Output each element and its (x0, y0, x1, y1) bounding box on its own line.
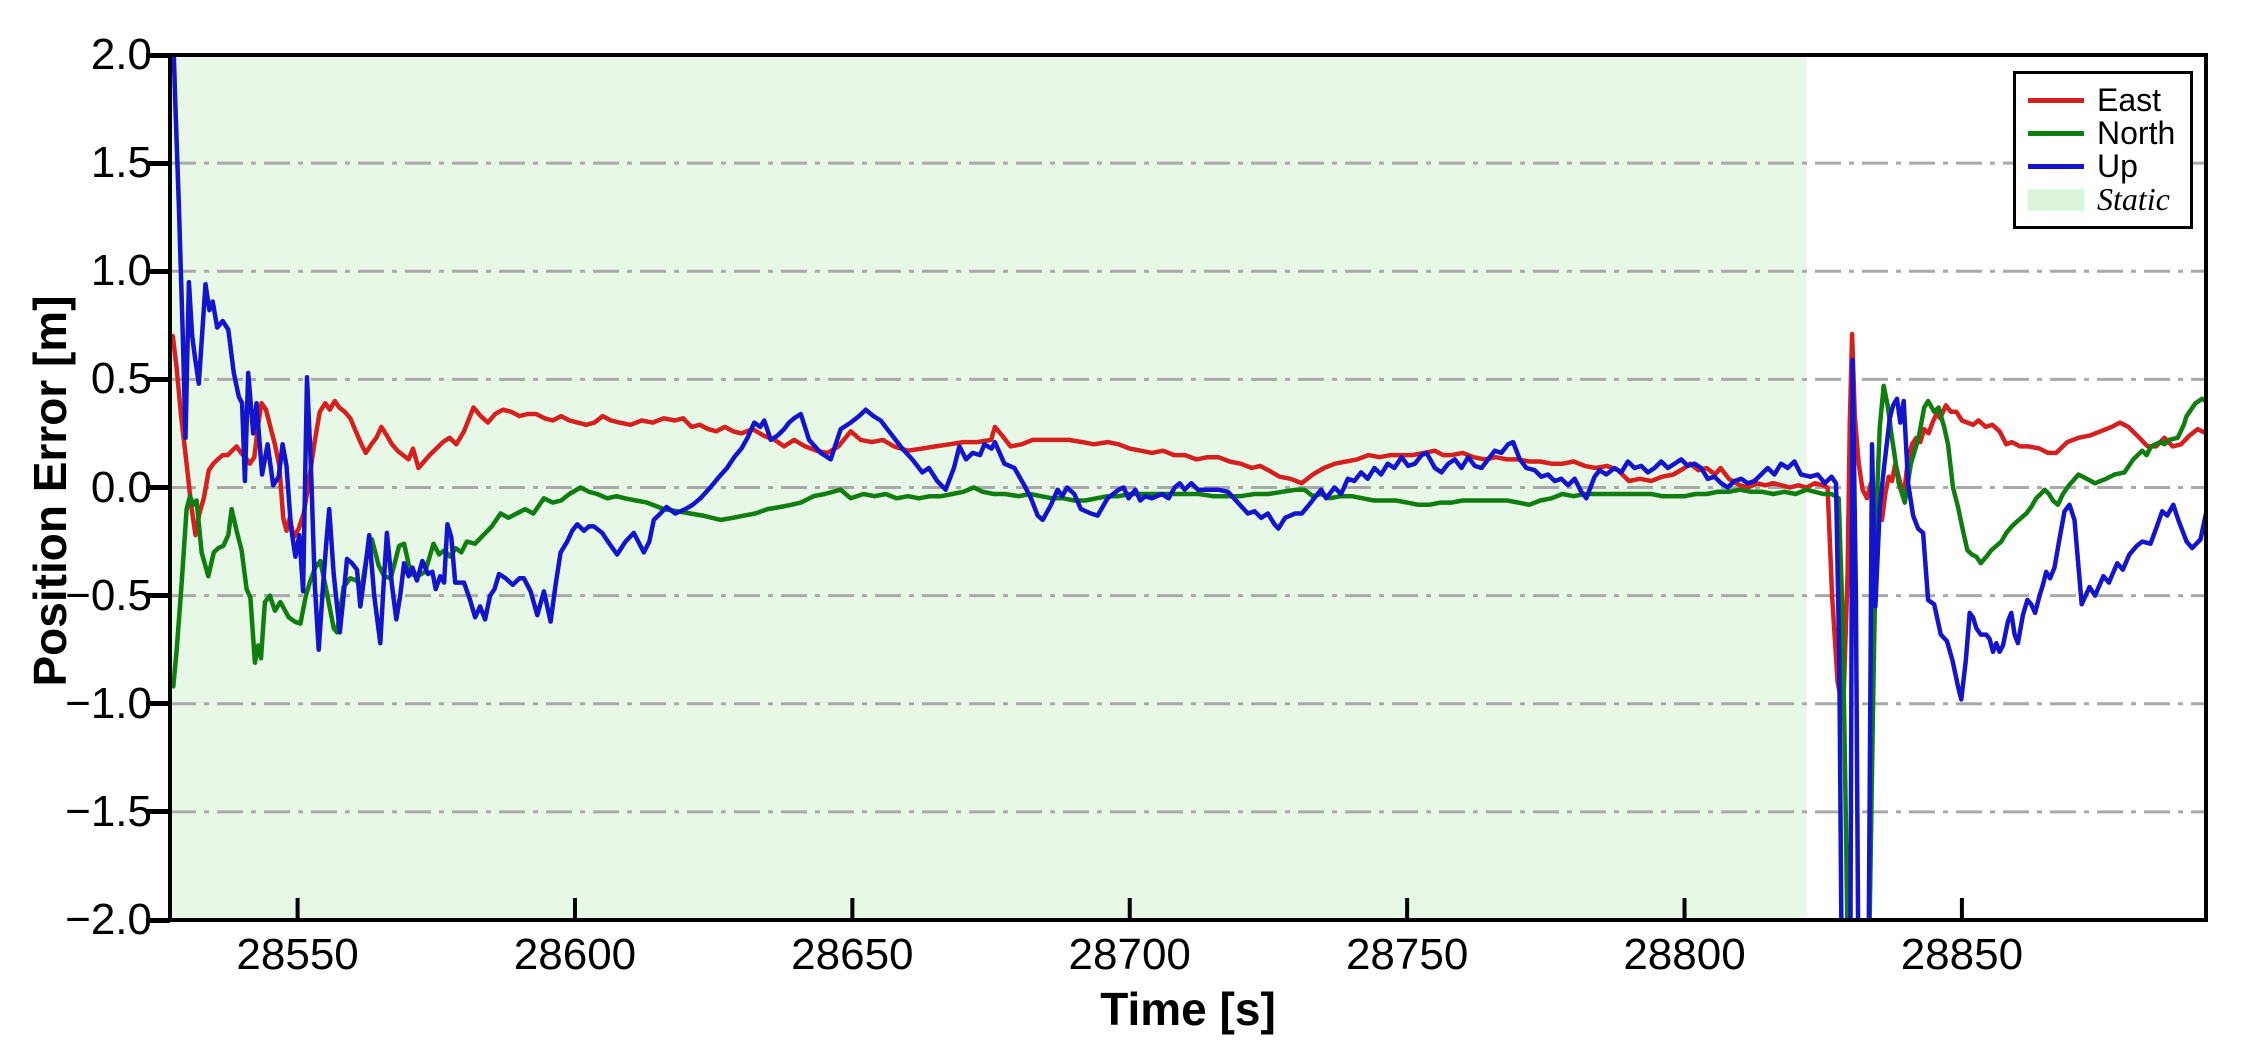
x-tick-label: 28650 (791, 930, 914, 979)
y-tick-label: 1.5 (90, 138, 152, 188)
y-tick-mark (146, 485, 170, 490)
legend-label-east: East (2097, 82, 2162, 118)
y-tick-label: −0.5 (65, 570, 152, 620)
x-tick-label: 28800 (1623, 930, 1746, 979)
x-tick-label: 28600 (513, 930, 637, 979)
legend-item-up: Up (2028, 150, 2178, 183)
legend: East North Up Static (2013, 71, 2193, 229)
y-tick-label: −1.0 (65, 678, 152, 728)
legend-label-north: North (2097, 115, 2176, 151)
x-tick-label: 28700 (1068, 930, 1191, 979)
legend-label-up: Up (2097, 148, 2138, 184)
y-tick-label: −1.5 (65, 786, 152, 836)
up-line-swatch (2028, 164, 2084, 169)
y-tick-label: 1.0 (90, 246, 152, 296)
y-axis-label: Position Error [m] (24, 295, 76, 687)
static-patch-swatch (2028, 188, 2084, 211)
y-tick-mark (146, 268, 170, 274)
y-tick-mark (146, 809, 170, 815)
y-tick-mark (146, 160, 170, 166)
x-tick-label: 28550 (236, 930, 359, 979)
x-axis-label: Time [s] (1100, 983, 1276, 1035)
legend-item-static: Static (2028, 183, 2178, 216)
y-tick-label: 0.5 (90, 354, 152, 404)
y-tick-mark (146, 52, 170, 58)
y-tick-mark (146, 376, 170, 382)
east-line-swatch (2028, 98, 2084, 103)
series-line-north (171, 383, 2206, 920)
legend-label-static: Static (2097, 181, 2170, 217)
plot-area (170, 55, 2206, 920)
legend-item-east: East (2028, 84, 2178, 117)
north-line-swatch (2028, 131, 2084, 136)
x-tick-label: 28750 (1345, 930, 1469, 979)
y-tick-mark (146, 701, 170, 707)
y-tick-label: −2.0 (65, 895, 152, 944)
x-tick-label: 28850 (1900, 930, 2024, 979)
series-line-up (171, 55, 2206, 920)
y-tick-mark (146, 593, 170, 599)
y-tick-mark (146, 917, 170, 923)
chart-canvas (170, 55, 2206, 920)
y-tick-label: 2.0 (90, 30, 152, 79)
y-tick-label: 0.0 (90, 462, 152, 512)
legend-item-north: North (2028, 117, 2178, 150)
